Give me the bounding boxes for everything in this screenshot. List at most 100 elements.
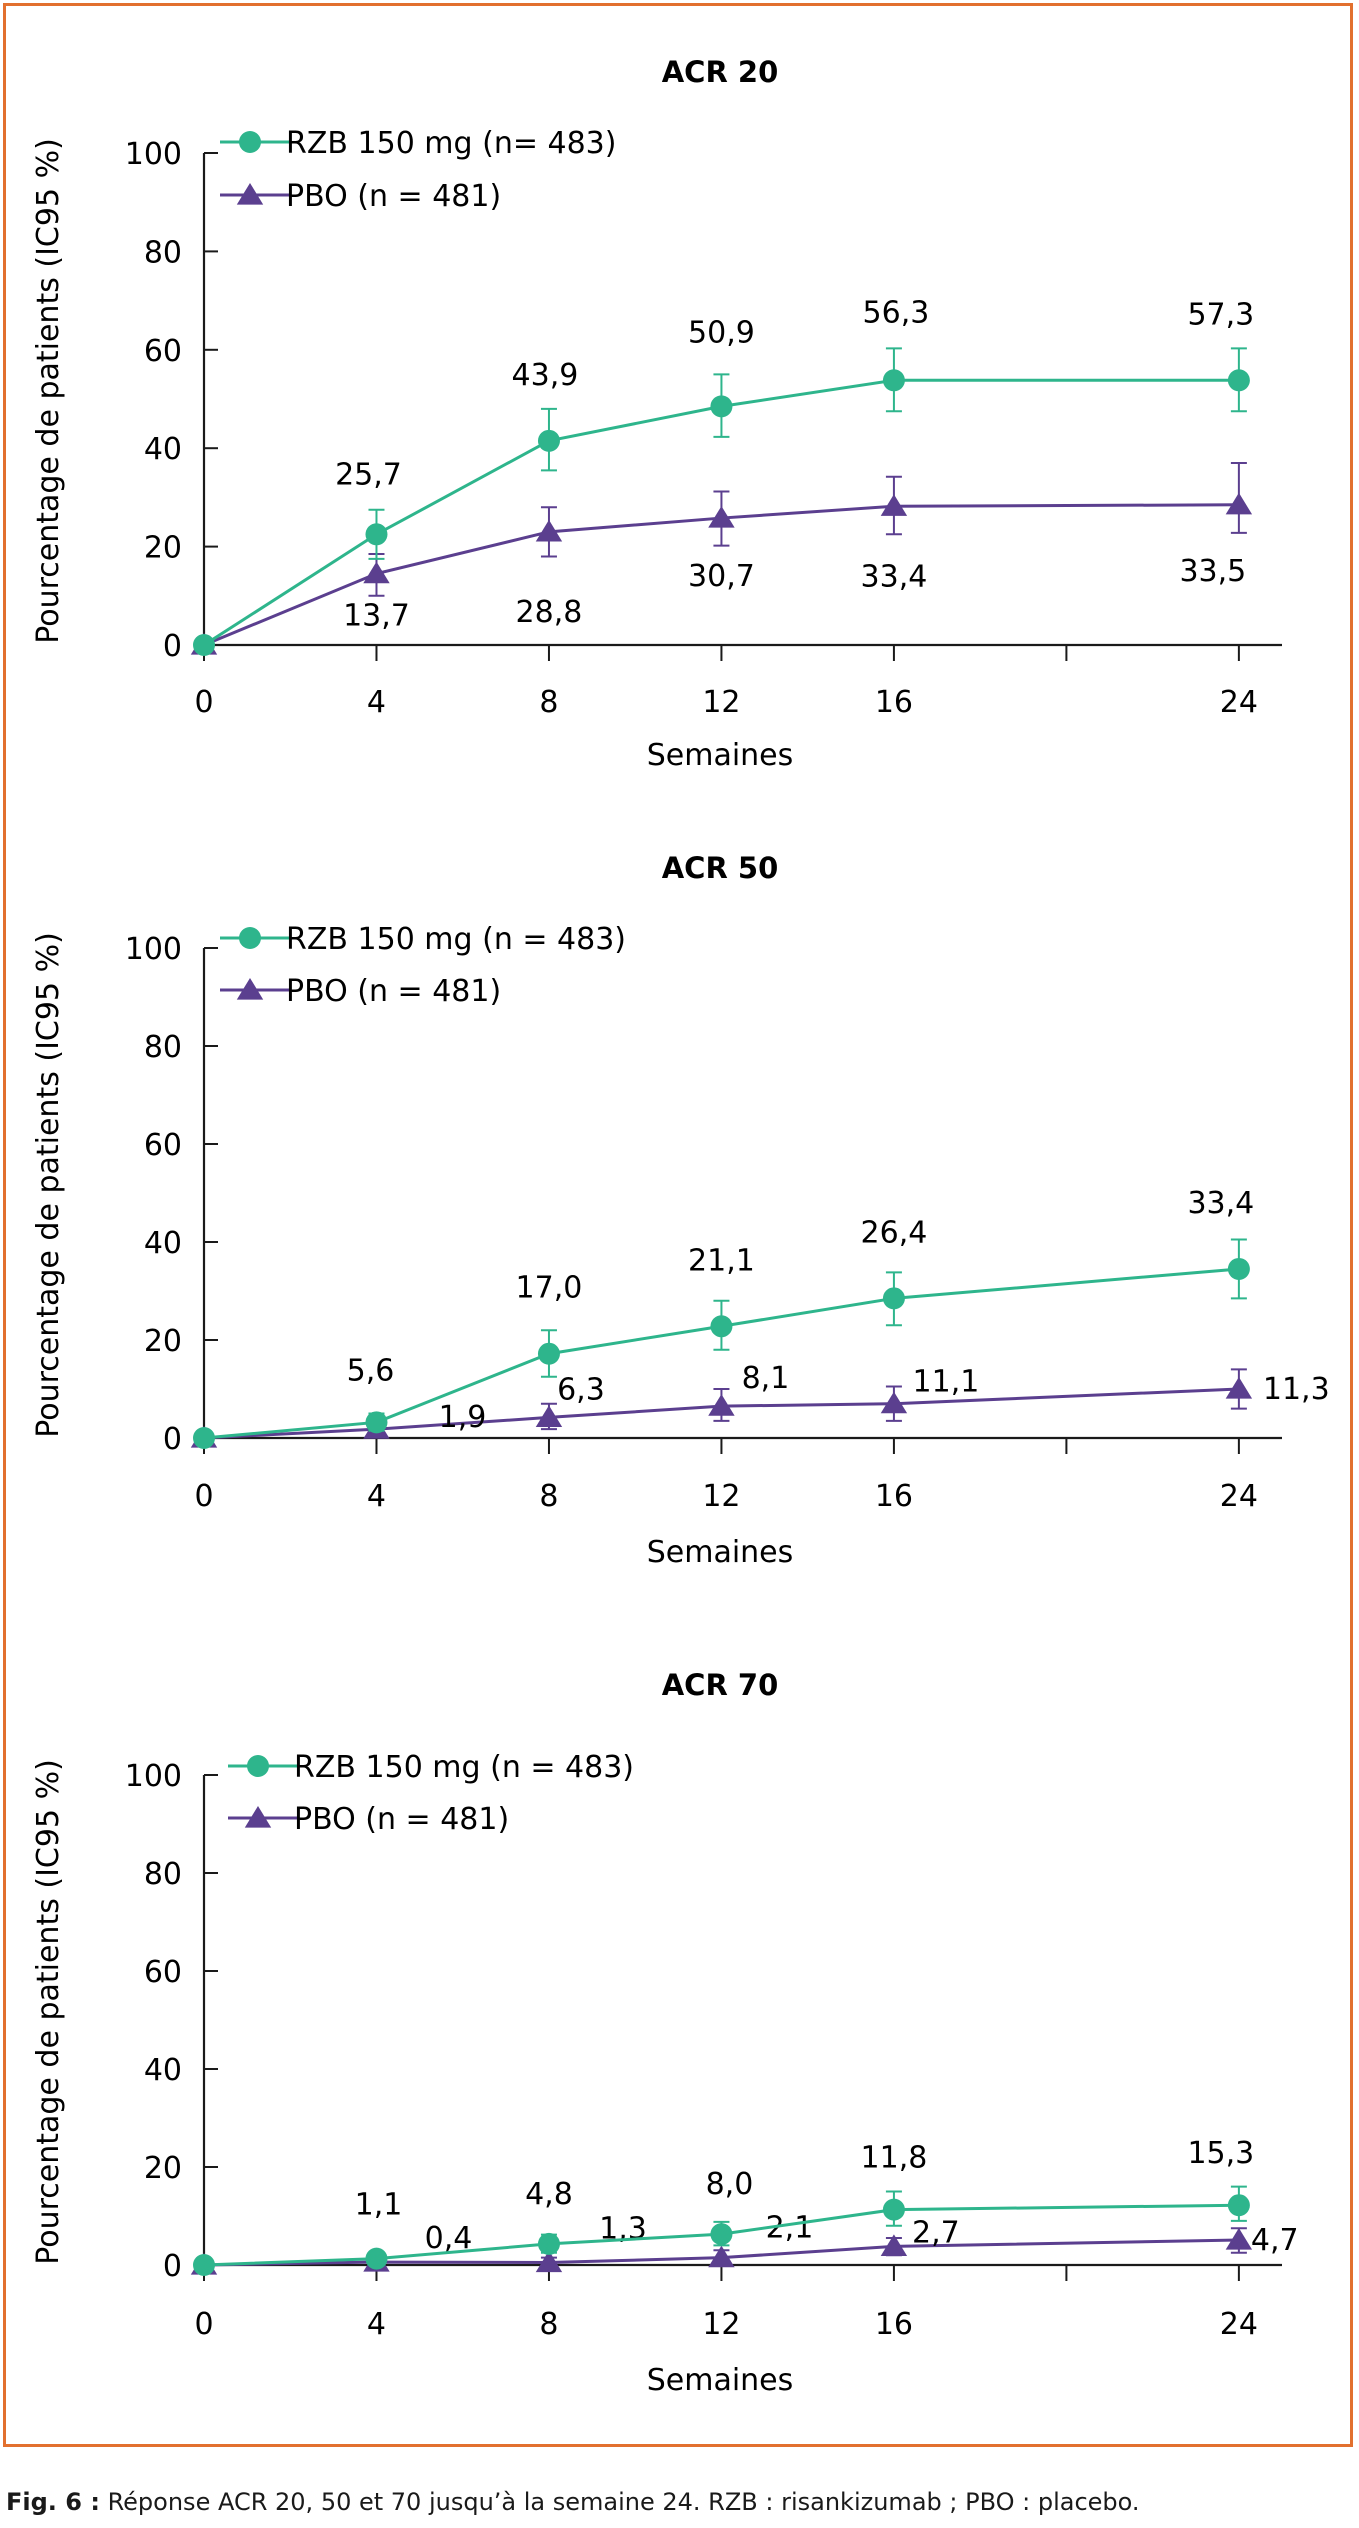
figure-frame xyxy=(3,3,1353,2447)
data-label: 1,9 xyxy=(439,1400,487,1435)
y-axis-title: Pourcentage de patients (IC95 %) xyxy=(31,932,66,1438)
data-label: 2,7 xyxy=(912,2215,960,2250)
data-point xyxy=(710,1315,733,1338)
data-point xyxy=(193,2254,215,2276)
x-axis-title: Semaines xyxy=(647,1535,794,1570)
data-label: 4,8 xyxy=(525,2177,573,2212)
chart-title: ACR 20 xyxy=(662,55,779,89)
data-label: 11,3 xyxy=(1263,1372,1330,1407)
data-point xyxy=(880,1391,908,1414)
y-tick-label: 20 xyxy=(144,1324,182,1359)
y-tick-label: 100 xyxy=(125,932,182,967)
data-label: 33,4 xyxy=(1187,1186,1254,1221)
caption-label: Fig. 6 : xyxy=(6,2488,100,2516)
data-point xyxy=(537,2232,560,2255)
data-point xyxy=(365,2247,388,2270)
legend-marker xyxy=(244,1806,272,1828)
data-label: 11,8 xyxy=(861,2141,928,2176)
y-tick-label: 100 xyxy=(125,137,182,172)
x-axis-title: Semaines xyxy=(647,738,794,773)
legend-marker xyxy=(239,131,261,153)
data-label: 25,7 xyxy=(335,457,402,492)
data-label: 50,9 xyxy=(688,315,755,350)
y-axis-title: Pourcentage de patients (IC95 %) xyxy=(31,1759,66,2265)
series-line xyxy=(203,1267,1240,1440)
x-tick-label: 8 xyxy=(539,2307,558,2342)
data-point xyxy=(365,1411,388,1434)
legend-marker xyxy=(236,978,264,1000)
data-label: 8,1 xyxy=(742,1361,790,1396)
y-tick-label: 40 xyxy=(144,1226,182,1261)
x-tick-label: 0 xyxy=(194,685,213,720)
y-tick-label: 0 xyxy=(163,2249,182,2284)
legend-marker xyxy=(247,1755,269,1777)
y-tick-label: 60 xyxy=(144,1128,182,1163)
data-point xyxy=(710,2223,733,2246)
chart-acr20: ACR 20 0 20 40 60 80 100 0 4 8 12 16 24 Semaines Pourc… xyxy=(31,55,1282,773)
y-tick-label: 20 xyxy=(144,531,182,566)
data-point xyxy=(1225,1377,1253,1399)
data-label: 30,7 xyxy=(688,559,755,594)
x-tick-label: 12 xyxy=(702,2307,740,2342)
legend-marker xyxy=(236,183,264,205)
y-tick-label: 80 xyxy=(144,1857,182,1892)
data-label: 26,4 xyxy=(861,1215,928,1250)
series-line xyxy=(203,378,1239,647)
data-label: 11,1 xyxy=(913,1365,980,1400)
x-tick-label: 4 xyxy=(367,1479,386,1514)
y-tick-label: 20 xyxy=(144,2151,182,2186)
chart-title: ACR 70 xyxy=(662,1668,779,1702)
legend-label: PBO (n = 481) xyxy=(286,974,501,1009)
y-tick-label: 100 xyxy=(125,1759,182,1794)
data-label: 8,0 xyxy=(706,2167,754,2202)
x-tick-label: 8 xyxy=(539,685,558,720)
data-label: 57,3 xyxy=(1187,297,1254,332)
chart-title: ACR 50 xyxy=(662,851,779,885)
figure-caption: Fig. 6 : Réponse ACR 20, 50 et 70 jusqu’… xyxy=(6,2488,1140,2516)
caption-text: Réponse ACR 20, 50 et 70 jusqu’à la sema… xyxy=(99,2488,1140,2516)
data-point xyxy=(708,1394,735,1416)
x-tick-label: 4 xyxy=(367,685,386,720)
data-point xyxy=(710,395,733,418)
data-point xyxy=(880,2234,908,2256)
data-point xyxy=(193,634,215,656)
data-label: 33,4 xyxy=(861,559,928,594)
data-label: 56,3 xyxy=(863,295,930,330)
data-point xyxy=(880,494,908,516)
data-point xyxy=(1225,492,1253,515)
y-tick-label: 60 xyxy=(144,334,182,369)
legend-marker xyxy=(239,927,261,949)
x-tick-label: 24 xyxy=(1220,1479,1258,1514)
y-tick-label: 40 xyxy=(144,2053,182,2088)
legend-label: PBO (n = 481) xyxy=(294,1802,509,1837)
data-point xyxy=(1227,2194,1250,2217)
data-point xyxy=(1227,369,1250,392)
y-tick-label: 60 xyxy=(144,1955,182,1990)
data-point xyxy=(535,1405,563,1428)
x-tick-label: 12 xyxy=(702,685,740,720)
x-tick-label: 12 xyxy=(702,1479,740,1514)
data-label: 4,7 xyxy=(1251,2223,1299,2258)
chart-acr50: ACR 50 0 20 40 60 80 100 0 4 8 12 16 24 Semaines Pourc… xyxy=(31,851,1330,1570)
data-point xyxy=(535,2250,563,2273)
data-point xyxy=(537,1342,560,1365)
x-tick-label: 16 xyxy=(875,685,913,720)
data-label: 21,1 xyxy=(688,1243,755,1278)
data-label: 1,1 xyxy=(355,2188,403,2223)
data-point xyxy=(1227,1257,1250,1280)
x-axis-title: Semaines xyxy=(647,2363,794,2398)
data-point xyxy=(882,369,905,392)
x-tick-label: 8 xyxy=(539,1479,558,1514)
y-tick-label: 80 xyxy=(144,235,182,270)
x-tick-label: 24 xyxy=(1220,2307,1258,2342)
legend-label: RZB 150 mg (n= 483) xyxy=(286,126,616,161)
data-label: 28,8 xyxy=(516,595,583,630)
data-point xyxy=(535,519,563,542)
legend-label: PBO (n = 481) xyxy=(286,179,501,214)
x-tick-label: 16 xyxy=(875,2307,913,2342)
y-tick-label: 0 xyxy=(163,629,182,664)
data-label: 13,7 xyxy=(343,599,410,634)
x-tick-label: 0 xyxy=(194,2307,213,2342)
data-point xyxy=(193,1427,215,1449)
series-line xyxy=(203,2203,1239,2267)
